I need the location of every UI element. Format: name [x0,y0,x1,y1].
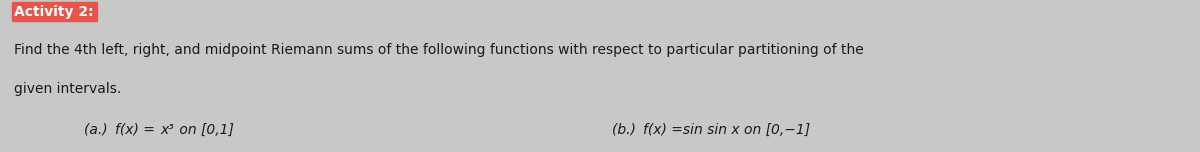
Text: given intervals.: given intervals. [14,82,121,96]
Text: (b.): (b.) [612,123,641,137]
Text: (a.): (a.) [84,123,112,137]
Text: Activity 2:: Activity 2: [14,5,94,19]
Text: Find the 4th left, right, and midpoint Riemann sums of the following functions w: Find the 4th left, right, and midpoint R… [14,43,864,57]
Text: x³: x³ [161,123,175,137]
Text: on [0,1]: on [0,1] [175,123,234,137]
Text: f(x) =: f(x) = [115,123,160,137]
Text: f(x) =sin sin x on [0,−1]: f(x) =sin sin x on [0,−1] [643,123,810,137]
